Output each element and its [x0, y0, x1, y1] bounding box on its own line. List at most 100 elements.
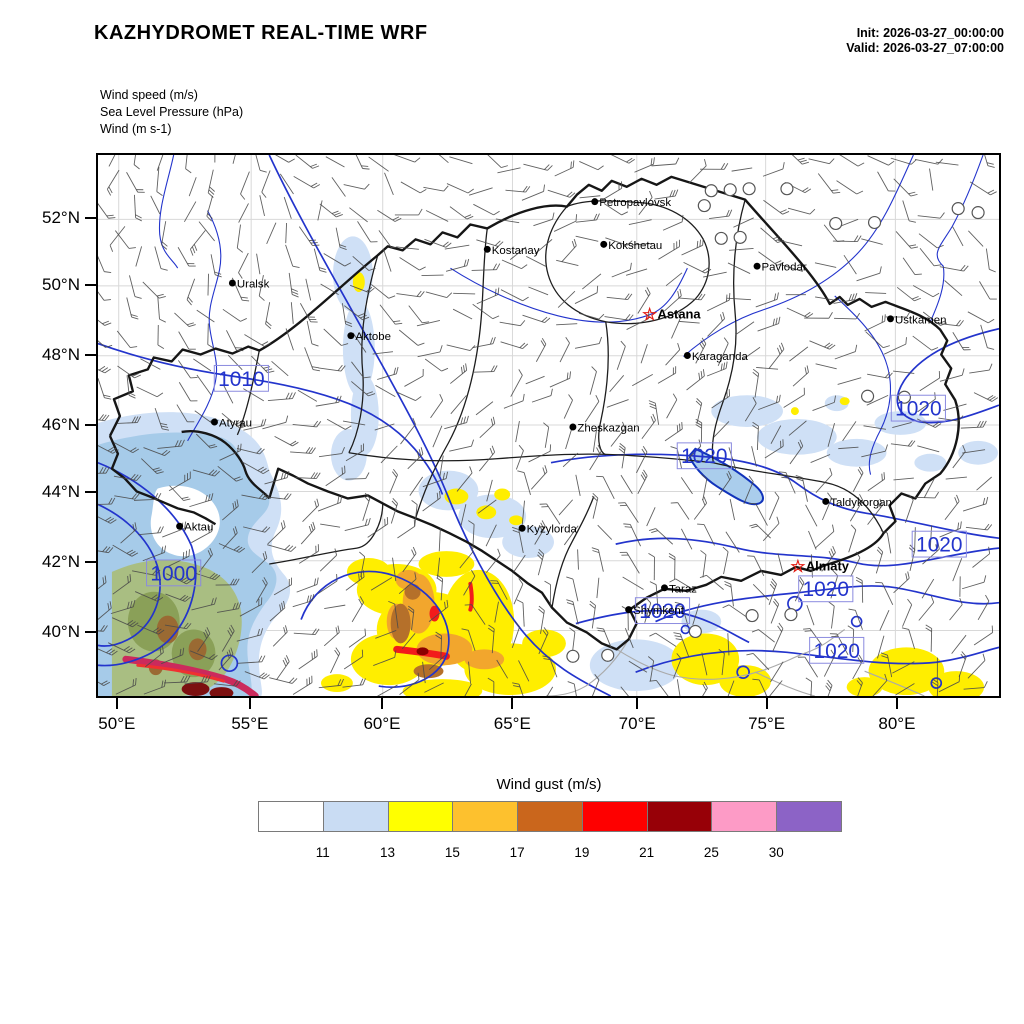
map-frame: 1010 1020 1020 1020 1000 1020 1020 1020 Petropa…	[96, 153, 1001, 698]
foreign-borders	[546, 629, 925, 696]
lat-tick	[85, 560, 96, 563]
city-dot-icon	[228, 279, 236, 287]
borders-layer	[108, 175, 960, 696]
colorbar-segment	[322, 801, 389, 832]
weather-map-canvas: 1010 1020 1020 1020 1000 1020 1020 1020 Petropa…	[98, 155, 999, 696]
city-marker-kokshetau: Kokshetau	[600, 240, 662, 252]
lon-tick	[115, 698, 118, 709]
pressure-label: 1020	[676, 442, 732, 470]
colorbar-tick-label: 21	[639, 845, 655, 860]
city-label: Aktau	[184, 522, 213, 534]
city-marker-uralsk: Uralsk	[228, 279, 270, 291]
city-label: Zheskazgan	[577, 422, 639, 434]
lat-tick	[85, 216, 96, 219]
svg-text:1020: 1020	[803, 578, 849, 601]
lon-tick-label: 65°E	[493, 714, 531, 733]
city-marker-ustkamen: Ustkamen	[886, 314, 946, 326]
lon-tick	[636, 698, 639, 709]
lon-tick-label: 70°E	[618, 714, 656, 733]
lat-tick	[85, 354, 96, 357]
gust-shading-layer	[98, 236, 999, 696]
colorbar-tick-label: 17	[509, 845, 525, 860]
city-label: Kokshetau	[608, 240, 662, 252]
city-marker-petropavlovsk: Petropavlovsk	[591, 197, 671, 209]
city-dot-icon	[753, 262, 761, 270]
lon-tick	[895, 698, 898, 709]
national-border	[108, 175, 960, 651]
valid-timestamp: Valid: 2026-03-27_07:00:00	[846, 41, 1004, 55]
city-dot-icon	[518, 524, 526, 532]
legend-line-slp: Sea Level Pressure (hPa)	[100, 105, 244, 119]
colorbar-segment	[258, 801, 324, 832]
colorbar-segment	[646, 801, 713, 832]
city-dot-icon	[347, 332, 355, 340]
calm-wind-circle-icon	[861, 389, 875, 403]
pressure-label: 1020	[634, 597, 691, 625]
colorbar-segment	[776, 801, 842, 832]
calm-wind-circle-icon	[742, 182, 756, 196]
svg-text:1000: 1000	[150, 562, 196, 585]
calm-wind-circle-icon	[867, 215, 882, 230]
lat-tick	[85, 283, 96, 286]
city-dot-icon	[176, 522, 184, 530]
colorbar-segment	[387, 801, 454, 832]
lon-tick	[511, 698, 514, 709]
city-label: Taraz	[669, 583, 697, 595]
calm-wind-circle-icon	[697, 199, 711, 213]
calm-wind-circle-icon	[897, 390, 911, 404]
calm-wind-circle-icon	[688, 624, 702, 639]
colorbar-segment	[517, 801, 583, 832]
calm-wind-circle-icon	[704, 184, 718, 198]
colorbar-segment	[711, 801, 778, 832]
lat-tick-label: 44°N	[42, 481, 80, 501]
city-marker-pavlodar: Pavlodar	[753, 262, 807, 274]
colorbar-tick-label: 25	[703, 845, 719, 860]
svg-text:1020: 1020	[639, 600, 685, 623]
capital-star-icon: ☆	[790, 557, 806, 576]
calm-wind-circle-icon	[601, 648, 615, 662]
city-label: Kyzylorda	[527, 524, 578, 536]
calm-wind-circle-icon	[723, 183, 737, 197]
colorbar-tick-label: 13	[380, 845, 396, 860]
city-label: Ustkamen	[895, 314, 946, 326]
lat-tick-label: 50°N	[42, 274, 80, 294]
city-marker-aktau: Aktau	[176, 522, 213, 534]
lon-tick-label: 55°E	[231, 714, 269, 733]
lon-tick-label: 60°E	[363, 714, 401, 733]
isobar-layer	[98, 155, 999, 696]
calm-wind-circle-icon	[714, 231, 728, 245]
city-label: Kostanay	[492, 245, 540, 257]
wind-barbs-layer	[98, 155, 999, 696]
colorbar-segment	[581, 801, 648, 832]
city-marker-shymkent: Shymkent	[625, 605, 685, 617]
city-dot-icon	[822, 497, 830, 505]
city-marker-taraz: Taraz	[661, 583, 697, 595]
calm-wind-circle-icon	[780, 182, 794, 196]
city-dot-icon	[210, 418, 218, 426]
lat-tick	[85, 631, 96, 634]
city-marker-karaganda: Karaganda	[683, 351, 749, 363]
city-dot-icon	[569, 423, 577, 431]
city-label: Aktobe	[355, 331, 391, 343]
calm-wind-circle-icon	[745, 609, 759, 623]
svg-text:1020: 1020	[895, 398, 941, 421]
svg-text:1020: 1020	[916, 534, 962, 557]
lon-tick-label: 50°E	[98, 714, 136, 733]
city-label: Shymkent	[633, 605, 685, 617]
city-marker-zheskazgan: Zheskazgan	[569, 422, 640, 434]
city-label: Petropavlovsk	[599, 197, 671, 209]
calm-wind-circle-icon	[951, 202, 965, 216]
city-marker-aktobe: Aktobe	[347, 331, 391, 343]
city-dot-icon	[483, 245, 491, 253]
lat-tick-label: 52°N	[42, 207, 80, 227]
lon-tick	[765, 698, 768, 709]
capital-star-icon: ☆	[642, 305, 658, 324]
colorbar-tick-label: 30	[768, 845, 784, 860]
pressure-label: 1010	[213, 364, 269, 392]
lon-tick-label: 80°E	[878, 714, 916, 733]
calm-wind-circle-icon	[784, 608, 798, 622]
city-label: Karaganda	[692, 351, 749, 363]
init-timestamp: Init: 2026-03-27_00:00:00	[856, 26, 1004, 40]
city-dot-icon	[591, 198, 599, 206]
